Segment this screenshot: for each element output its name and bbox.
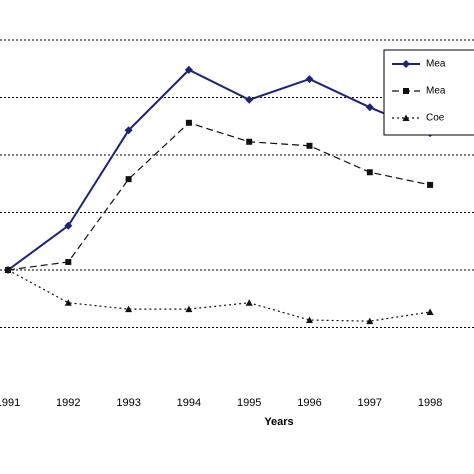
x-tick-label: 1994: [177, 397, 201, 409]
marker: [64, 221, 73, 230]
legend-marker: [402, 114, 410, 121]
x-tick-label: 1993: [116, 397, 140, 409]
x-tick-label: 1991: [0, 397, 20, 409]
x-tick-label: 1998: [418, 397, 442, 409]
series-line: [7, 122, 431, 271]
marker: [64, 299, 72, 306]
marker: [125, 176, 132, 183]
legend-label: Coe: [426, 113, 445, 124]
marker: [305, 75, 314, 84]
marker: [245, 95, 254, 104]
legend-marker: [403, 88, 409, 94]
marker: [306, 316, 313, 324]
legend: Mea Mea Coe: [383, 49, 474, 136]
marker: [4, 266, 12, 273]
marker: [306, 142, 313, 149]
marker: [365, 103, 374, 112]
legend-label: Mea: [426, 86, 446, 97]
legend-label: Mea: [426, 59, 446, 70]
marker: [366, 317, 374, 325]
x-tick-label: 1996: [297, 397, 321, 409]
marker: [426, 308, 434, 315]
marker: [185, 119, 192, 126]
x-tick-label: 1995: [237, 397, 261, 409]
marker: [246, 138, 253, 145]
x-axis-label: Years: [264, 416, 293, 428]
marker: [125, 305, 133, 313]
marker: [184, 65, 193, 74]
x-tick-label: 1992: [56, 397, 80, 409]
series-line: [7, 68, 431, 271]
marker: [245, 299, 253, 306]
marker: [366, 169, 373, 176]
marker: [427, 181, 434, 188]
series-line: [7, 269, 431, 322]
marker: [124, 126, 133, 135]
marker: [65, 258, 72, 265]
legend-marker: [402, 60, 410, 68]
x-tick-label: 1997: [358, 397, 382, 409]
marker: [185, 305, 193, 313]
